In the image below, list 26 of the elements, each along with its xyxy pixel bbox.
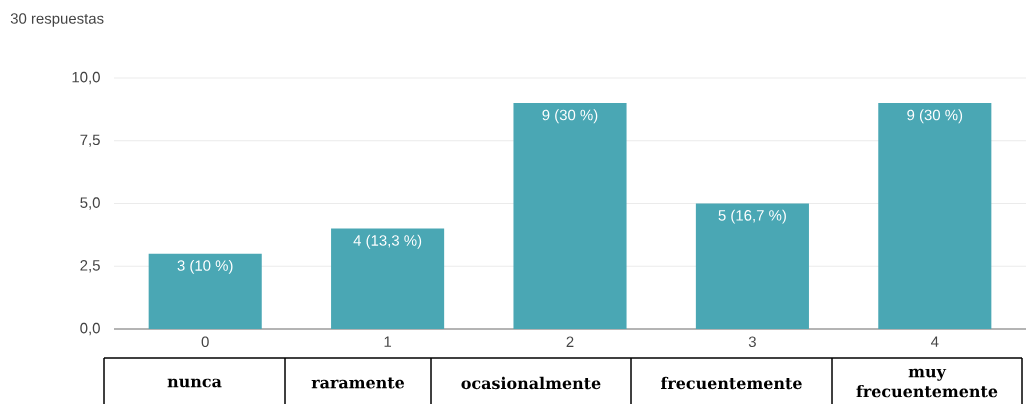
x-tick-label: 3 xyxy=(748,336,756,348)
x-tick-label: 0 xyxy=(201,336,209,348)
text: ocasionalmente xyxy=(461,376,601,390)
y-tick-label: 5,0 xyxy=(80,197,100,210)
bar xyxy=(148,253,262,329)
text: nunca xyxy=(167,378,222,388)
data-label: 5 (16,7 %) xyxy=(718,209,786,224)
text: frecuentemente xyxy=(660,376,802,390)
bar xyxy=(878,103,992,329)
chart-title: 30 respuestas xyxy=(10,13,104,27)
bar xyxy=(695,203,809,329)
text: raramente xyxy=(311,377,405,389)
data-label: 3 (10 %) xyxy=(177,259,233,274)
y-tick-label: 7,5 xyxy=(80,134,100,147)
y-tick-label: 0,0 xyxy=(80,322,100,336)
x-tick-label: 1 xyxy=(384,336,392,347)
bar xyxy=(331,228,445,329)
x-tick-label: 2 xyxy=(566,336,574,347)
y-tick-label: 10,0 xyxy=(72,71,100,85)
y-tick-label: 2,5 xyxy=(80,260,100,273)
data-label: 9 (30 %) xyxy=(542,109,598,124)
x-tick-label: 4 xyxy=(931,336,939,347)
bar xyxy=(513,103,627,329)
data-label: 4 (13,3 %) xyxy=(353,234,422,249)
data-label: 9 (30 %) xyxy=(907,109,963,124)
text: muy frecuentemente xyxy=(856,368,998,398)
